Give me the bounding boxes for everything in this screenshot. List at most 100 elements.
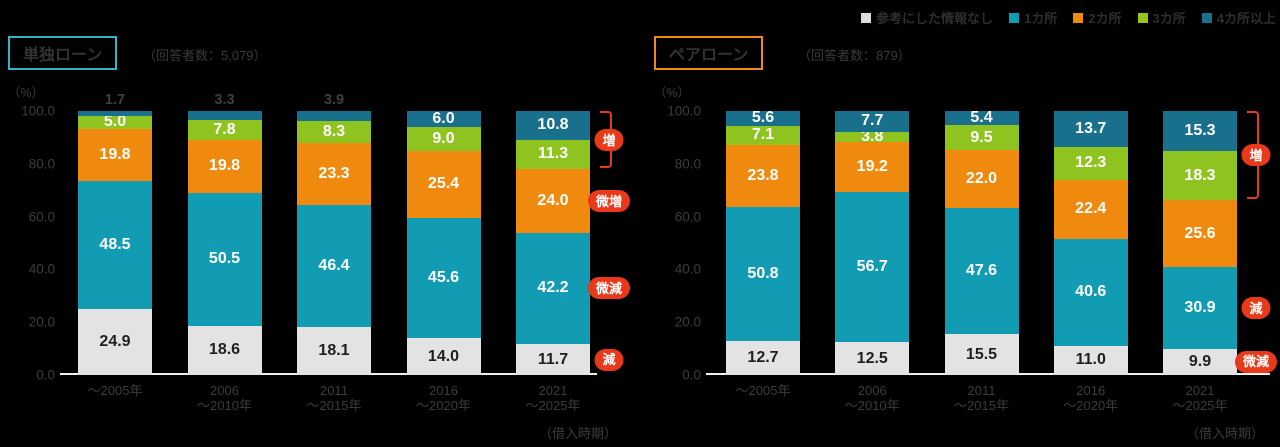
bar-value-label: 9.9 — [1188, 352, 1212, 370]
chart-title: ペアローン — [669, 47, 749, 64]
bar-value-label: 46.4 — [318, 256, 350, 274]
y-axis-tick-label: 80.0 — [28, 156, 55, 172]
bar-value-label-outside: 3.9 — [323, 92, 345, 108]
bar-segment-2: 47.6 — [944, 208, 1019, 335]
bar-value-label: 50.5 — [208, 250, 241, 268]
bar-value-label: 5.0 — [103, 113, 127, 131]
bar-value-label: 11.0 — [1075, 351, 1106, 369]
bar-value-label: 22.0 — [965, 170, 998, 188]
bar-value-label: 25.6 — [1184, 224, 1216, 242]
legend-label: 参考にした情報なし — [876, 11, 994, 26]
bar-value-label-outside: 3.3 — [214, 92, 235, 108]
bar-value-label: 22.4 — [1075, 200, 1107, 218]
x-axis-category-label: 2021 ～2025年 — [525, 383, 581, 413]
bar-segment-3: 22.0 — [944, 150, 1019, 209]
legend-label: 3カ所 — [1152, 11, 1186, 26]
bar-segment-1: 18.1 — [297, 327, 371, 375]
bar-segment-4: 12.3 — [1053, 147, 1128, 180]
bar-segment-4: 7.1 — [726, 125, 800, 145]
bar-value-label: 10.8 — [537, 116, 569, 134]
x-axis-category-label: ～2005年 — [87, 383, 143, 398]
bar-segment-3: 25.4 — [406, 150, 481, 218]
bar-segment-5 — [297, 111, 371, 122]
bar-segment-3: 22.4 — [1053, 179, 1128, 239]
trend-badge: 減 — [1241, 297, 1271, 320]
bar-segment-5: 15.3 — [1163, 111, 1237, 152]
y-axis-tick-label: 60.0 — [674, 209, 701, 225]
respondents-count: （回答者数：879） — [798, 48, 911, 63]
bar-segment-5 — [187, 111, 262, 120]
bar-value-label: 45.6 — [427, 268, 460, 286]
chart-title-box-single-loan: 単独ローン — [8, 36, 118, 70]
y-axis-tick-label: 60.0 — [28, 209, 55, 225]
bar-value-label: 15.5 — [965, 345, 998, 363]
legend-swatch-icon — [1137, 12, 1148, 23]
bar-value-label: 23.8 — [747, 166, 779, 184]
bar-value-label: 9.0 — [432, 129, 455, 147]
bar-value-label: 11.7 — [537, 350, 569, 368]
bar-segment-1: 11.0 — [1053, 345, 1128, 375]
bar-segment-5: 5.4 — [944, 109, 1019, 127]
bar-segment-2: 46.4 — [297, 204, 371, 328]
bar-segment-3: 25.6 — [1163, 199, 1237, 268]
bar-segment-2: 30.9 — [1163, 267, 1237, 349]
bar-segment-1: 12.7 — [726, 341, 800, 375]
bar-value-label: 7.7 — [861, 112, 884, 130]
bar-segment-1: 12.5 — [835, 342, 910, 375]
trend-badge: 微減 — [587, 277, 631, 300]
bar-segment-4: 7.8 — [187, 119, 262, 141]
y-axis-tick-label: 0.0 — [36, 367, 55, 383]
bar-value-label: 30.9 — [1184, 299, 1216, 317]
bar-value-label: 7.8 — [213, 121, 236, 139]
y-axis-tick-label: 20.0 — [28, 314, 55, 330]
bar-value-label: 19.8 — [99, 146, 131, 164]
bar-value-label: 12.5 — [856, 349, 888, 367]
legend-label: 1カ所 — [1024, 11, 1058, 26]
bar-value-label: 25.4 — [427, 175, 460, 193]
y-axis-unit-label: （%） — [7, 86, 44, 100]
bar-value-label: 5.4 — [970, 109, 993, 127]
legend-swatch-icon — [1201, 12, 1212, 23]
bar-segment-1: 15.5 — [944, 334, 1019, 375]
y-axis-unit-label: （%） — [653, 86, 690, 100]
legend-item: 3カ所 — [1137, 8, 1186, 27]
legend-item: 1カ所 — [1009, 8, 1057, 27]
y-axis-tick-label: 100.0 — [21, 103, 55, 119]
y-axis-tick-label: 20.0 — [674, 314, 701, 330]
legend-swatch-icon — [861, 12, 872, 23]
bar-segment-3: 19.8 — [187, 140, 262, 193]
bar-value-label: 11.3 — [537, 145, 569, 163]
bar-value-label: 12.3 — [1075, 154, 1107, 172]
x-axis-note: （借入時期） — [1185, 426, 1264, 441]
bar-segment-5: 7.7 — [835, 111, 910, 132]
bar-segment-1: 24.9 — [78, 309, 152, 375]
bar-value-label: 5.6 — [751, 109, 775, 127]
bar-value-label: 18.3 — [1184, 166, 1216, 184]
trend-badge: 微増 — [587, 190, 631, 213]
bar-value-label: 19.8 — [208, 157, 241, 175]
bar-segment-1: 9.9 — [1163, 348, 1237, 375]
chart-legend: 参考にした情報なし 1カ所 2カ所 3カ所 4カ所以上 — [861, 8, 1276, 27]
respondents-count: （回答者数：5,079） — [143, 48, 267, 63]
bar-segment-2: 50.8 — [726, 207, 800, 342]
legend-item: 4カ所以上 — [1201, 8, 1276, 27]
bar-segment-2: 56.7 — [835, 192, 910, 342]
bar-segment-4: 9.5 — [944, 125, 1019, 151]
bar-segment-1: 18.6 — [187, 325, 262, 375]
bar-value-label: 18.6 — [208, 341, 241, 359]
bar-value-label: 48.5 — [99, 236, 131, 254]
x-axis-category-label: 2021 ～2025年 — [1172, 383, 1228, 413]
x-axis-note: （借入時期） — [538, 426, 617, 441]
bar-value-label-outside: 1.7 — [104, 92, 126, 109]
bar-value-label: 7.1 — [751, 126, 775, 144]
x-axis-category-label: 2016 ～2020年 — [416, 383, 471, 413]
bar-value-label: 9.5 — [970, 128, 993, 146]
legend-item: 参考にした情報なし — [861, 8, 993, 27]
bar-segment-3: 19.8 — [78, 128, 152, 182]
bar-segment-2: 48.5 — [78, 181, 152, 310]
bar-segment-3: 24.0 — [516, 169, 590, 233]
y-axis-tick-label: 40.0 — [28, 261, 55, 277]
bar-segment-5: 10.8 — [516, 111, 590, 140]
bar-value-label: 56.7 — [856, 258, 888, 276]
